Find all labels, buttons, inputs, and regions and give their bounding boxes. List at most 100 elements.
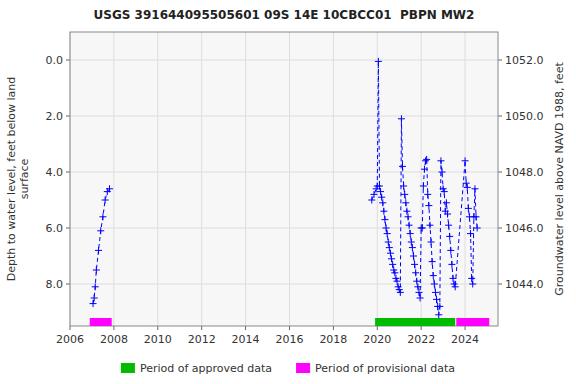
data-point bbox=[443, 199, 450, 206]
tick-mark bbox=[245, 326, 246, 330]
data-point bbox=[415, 289, 422, 296]
data-point bbox=[444, 211, 451, 218]
data-point bbox=[436, 303, 443, 310]
data-point bbox=[420, 183, 427, 190]
data-point bbox=[446, 233, 453, 240]
data-point bbox=[388, 255, 395, 262]
data-point bbox=[431, 281, 438, 288]
y-axis-label: Depth to water level, feet below landsur… bbox=[5, 77, 31, 282]
grid-line bbox=[70, 172, 498, 173]
data-point bbox=[422, 157, 429, 164]
tick-label: 2014 bbox=[232, 333, 260, 346]
data-point bbox=[406, 222, 413, 229]
data-point bbox=[106, 185, 113, 192]
tick-label: 1050.0 bbox=[505, 110, 544, 123]
grid-line bbox=[289, 32, 290, 326]
tick-label: 1044.0 bbox=[505, 278, 544, 291]
tick-mark bbox=[465, 326, 466, 330]
tick-mark bbox=[157, 326, 158, 330]
data-point bbox=[391, 269, 398, 276]
title: USGS 391644095505601 09S 14E 10CBCC01 PB… bbox=[94, 8, 475, 22]
plot-area bbox=[70, 32, 498, 326]
grid bbox=[70, 32, 498, 326]
tick-mark bbox=[201, 326, 202, 330]
tick-mark bbox=[289, 326, 290, 330]
data bbox=[90, 58, 490, 326]
data-point bbox=[95, 247, 102, 254]
tick-label: 8.0 bbox=[46, 278, 64, 291]
tick-label: 2022 bbox=[407, 333, 435, 346]
tick-label: 1048.0 bbox=[505, 166, 544, 179]
tick-mark bbox=[498, 116, 502, 117]
data-point bbox=[424, 191, 431, 198]
data-point bbox=[378, 194, 385, 201]
data-point bbox=[398, 115, 405, 122]
tick-mark bbox=[66, 116, 70, 117]
tick-label: 2.0 bbox=[46, 110, 64, 123]
data-point bbox=[407, 230, 414, 237]
data-point bbox=[445, 222, 452, 229]
data-point bbox=[389, 261, 396, 268]
tick-mark bbox=[498, 284, 502, 285]
data-point bbox=[375, 58, 382, 65]
grid-line bbox=[70, 60, 498, 61]
data-point bbox=[387, 250, 394, 257]
data-point bbox=[463, 180, 470, 187]
tick-label: 2010 bbox=[144, 333, 172, 346]
tick-label: 2020 bbox=[363, 333, 391, 346]
tick-label: 0.0 bbox=[46, 54, 64, 67]
legend-label: Period of provisional data bbox=[315, 362, 455, 375]
data-point bbox=[405, 213, 412, 220]
data-point bbox=[468, 275, 475, 282]
tick-label: 4.0 bbox=[46, 166, 64, 179]
chart: 2006200820102012201420162018202020222024… bbox=[0, 0, 576, 384]
tick-label: 1046.0 bbox=[505, 222, 544, 235]
data-point bbox=[380, 208, 387, 215]
data-point bbox=[92, 283, 99, 290]
tick-mark bbox=[333, 326, 334, 330]
tick-label: 2016 bbox=[275, 333, 303, 346]
legend-swatch bbox=[296, 363, 310, 373]
data-point bbox=[462, 157, 469, 164]
data-point bbox=[473, 213, 480, 220]
legend: Period of approved data Period of provisi… bbox=[121, 362, 455, 375]
data-point bbox=[381, 216, 388, 223]
y-axis-label-line: surface bbox=[18, 158, 31, 199]
data-point bbox=[421, 166, 428, 173]
tick-mark bbox=[421, 326, 422, 330]
tick-label: 2006 bbox=[56, 333, 84, 346]
data-point bbox=[99, 213, 106, 220]
data-point bbox=[385, 239, 392, 246]
tick-label: 6.0 bbox=[46, 222, 64, 235]
data-point bbox=[399, 163, 406, 170]
data-point bbox=[413, 278, 420, 285]
data-point bbox=[411, 261, 418, 268]
data-point bbox=[435, 311, 442, 318]
data-point bbox=[412, 269, 419, 276]
tick-mark bbox=[66, 172, 70, 173]
data-point bbox=[90, 300, 97, 307]
tick-mark bbox=[498, 228, 502, 229]
tick-mark bbox=[498, 60, 502, 61]
legend-item: Period of approved data bbox=[121, 362, 272, 375]
data-point bbox=[428, 239, 435, 246]
data-point bbox=[448, 261, 455, 268]
grid-line bbox=[245, 32, 246, 326]
data-point bbox=[408, 239, 415, 246]
data-point bbox=[386, 244, 393, 251]
grid-line bbox=[70, 228, 498, 229]
tick-mark bbox=[66, 228, 70, 229]
data-point bbox=[474, 225, 481, 232]
legend-item: Period of provisional data bbox=[296, 362, 455, 375]
data-point bbox=[419, 225, 426, 232]
tick-label: 1052.0 bbox=[505, 54, 544, 67]
axes: 2006200820102012201420162018202020222024… bbox=[46, 32, 544, 346]
legend-label: Period of approved data bbox=[140, 362, 272, 375]
data-point bbox=[417, 295, 424, 302]
data-point bbox=[423, 156, 430, 163]
grid-line bbox=[465, 32, 466, 326]
data-point bbox=[432, 289, 439, 296]
data-point bbox=[464, 184, 471, 191]
data-point bbox=[441, 188, 448, 195]
data-point bbox=[383, 225, 390, 232]
